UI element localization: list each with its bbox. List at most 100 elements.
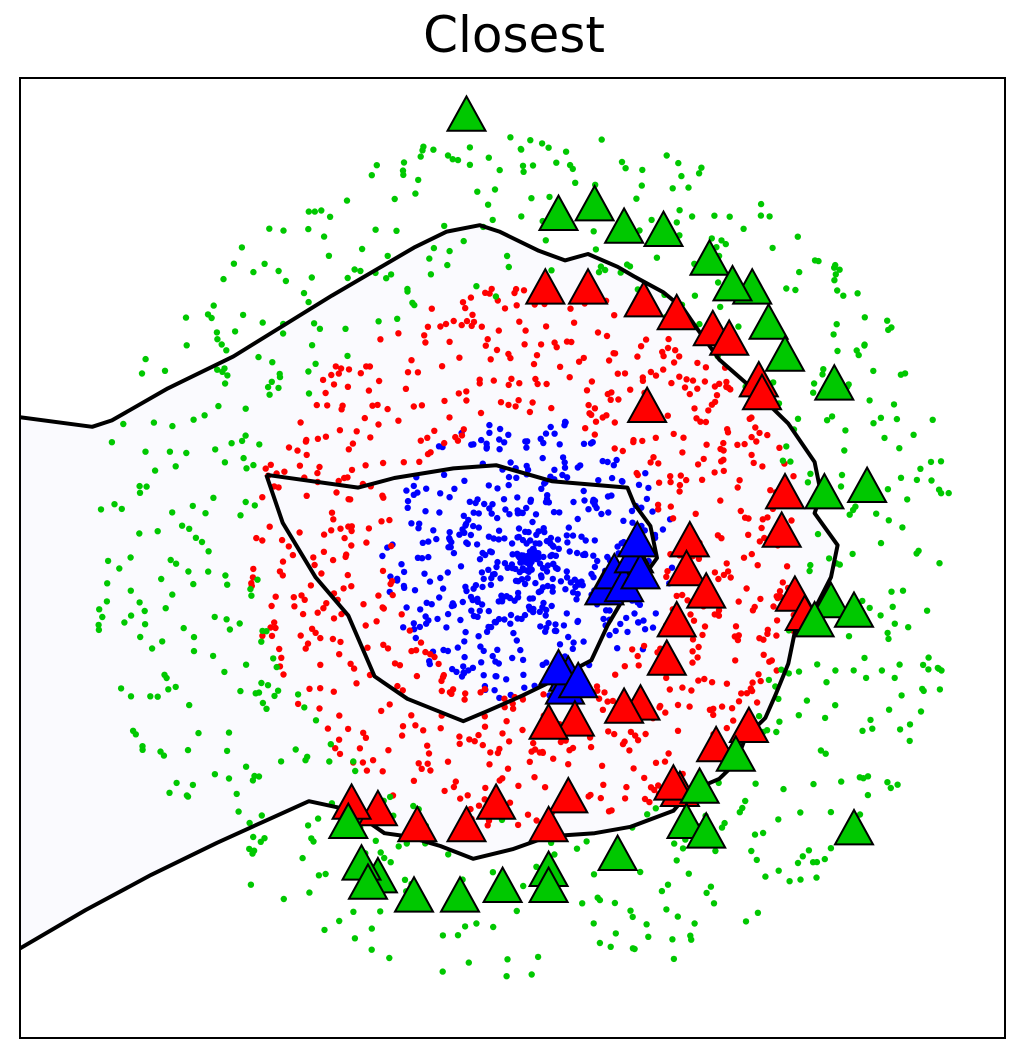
outer-point bbox=[305, 208, 312, 215]
inner-point bbox=[460, 670, 468, 677]
middle-point bbox=[534, 380, 541, 388]
outer-point bbox=[674, 913, 681, 920]
middle-point bbox=[516, 318, 523, 325]
middle-point bbox=[375, 377, 383, 385]
middle-point bbox=[363, 767, 371, 774]
inner-point bbox=[604, 458, 611, 466]
middle-point bbox=[530, 739, 537, 747]
outer-point bbox=[327, 741, 334, 748]
middle-point bbox=[328, 527, 335, 534]
middle-point bbox=[788, 517, 795, 524]
middle-point bbox=[408, 357, 415, 364]
middle-point bbox=[337, 365, 345, 372]
middle-point bbox=[632, 732, 639, 739]
middle-point bbox=[776, 444, 783, 451]
outer-prototype-triangle bbox=[810, 580, 852, 619]
middle-point bbox=[689, 648, 696, 655]
inner-point bbox=[563, 574, 571, 581]
outer-point bbox=[519, 162, 527, 169]
outer-point bbox=[426, 255, 433, 262]
inner-point bbox=[564, 539, 571, 546]
middle-point bbox=[686, 703, 693, 710]
outer-point bbox=[722, 240, 729, 248]
outer-point bbox=[688, 213, 696, 220]
middle-point bbox=[424, 323, 432, 330]
middle-point bbox=[588, 378, 596, 385]
middle-point bbox=[475, 731, 482, 739]
middle-point bbox=[363, 363, 370, 370]
outer-point bbox=[817, 747, 825, 754]
middle-point bbox=[450, 317, 457, 325]
outer-point bbox=[937, 458, 945, 465]
middle-point bbox=[379, 459, 387, 467]
inner-point bbox=[515, 525, 523, 532]
middle-point bbox=[526, 408, 534, 416]
outer-point bbox=[796, 268, 803, 276]
outer-point bbox=[162, 605, 169, 612]
inner-point bbox=[643, 495, 651, 503]
middle-point bbox=[299, 610, 307, 618]
middle-point bbox=[438, 687, 445, 695]
outer-point bbox=[243, 465, 250, 472]
inner-point bbox=[574, 618, 581, 626]
middle-point bbox=[493, 346, 501, 354]
outer-point bbox=[256, 441, 263, 448]
middle-prototype-triangle bbox=[741, 372, 783, 411]
inner-point bbox=[410, 482, 417, 490]
outer-point bbox=[305, 298, 312, 306]
inner-point bbox=[454, 644, 461, 651]
middle-point bbox=[395, 417, 402, 424]
inner-point bbox=[649, 508, 656, 515]
middle-point bbox=[634, 471, 641, 479]
inner-point bbox=[493, 563, 500, 571]
outer-point bbox=[279, 330, 287, 337]
middle-point bbox=[543, 380, 550, 388]
middle-point bbox=[268, 602, 275, 610]
middle-point bbox=[743, 690, 751, 697]
middle-point bbox=[627, 728, 635, 736]
middle-point bbox=[520, 287, 528, 294]
middle-point bbox=[711, 383, 719, 390]
middle-point bbox=[755, 671, 762, 678]
outer-point bbox=[242, 405, 249, 412]
middle-point bbox=[380, 605, 387, 612]
outer-point bbox=[136, 482, 143, 490]
middle-point bbox=[723, 724, 730, 732]
inner-point bbox=[561, 464, 569, 471]
inner-point bbox=[446, 534, 453, 542]
outer-point bbox=[888, 588, 895, 595]
middle-point bbox=[773, 617, 781, 624]
outer-point bbox=[224, 372, 231, 379]
middle-point bbox=[477, 689, 484, 696]
middle-point bbox=[339, 402, 346, 409]
outer-point bbox=[417, 153, 424, 160]
middle-point bbox=[441, 787, 448, 795]
middle-point bbox=[296, 462, 304, 469]
outer-point bbox=[301, 704, 308, 711]
outer-point bbox=[757, 212, 765, 219]
middle-point bbox=[681, 384, 689, 391]
inner-point bbox=[400, 568, 408, 576]
inner-point bbox=[581, 497, 588, 504]
inner-point bbox=[478, 436, 485, 444]
outer-point bbox=[837, 483, 845, 490]
inner-point bbox=[529, 518, 536, 526]
inner-point bbox=[532, 540, 539, 547]
inner-point bbox=[563, 610, 570, 617]
outer-point bbox=[449, 156, 456, 163]
inner-point bbox=[569, 589, 577, 596]
middle-point bbox=[689, 377, 697, 384]
outer-point bbox=[167, 556, 174, 564]
inner-point bbox=[556, 441, 563, 448]
outer-point bbox=[242, 763, 250, 770]
outer-point bbox=[322, 870, 329, 878]
outer-point bbox=[739, 804, 746, 812]
middle-prototype-triangle bbox=[665, 548, 708, 587]
outer-point bbox=[663, 152, 670, 159]
middle-point bbox=[652, 434, 659, 441]
inner-point bbox=[496, 446, 503, 453]
middle-point bbox=[345, 446, 352, 453]
middle-point bbox=[364, 644, 371, 651]
middle-point bbox=[456, 354, 463, 361]
middle-prototype-triangle bbox=[527, 804, 570, 843]
